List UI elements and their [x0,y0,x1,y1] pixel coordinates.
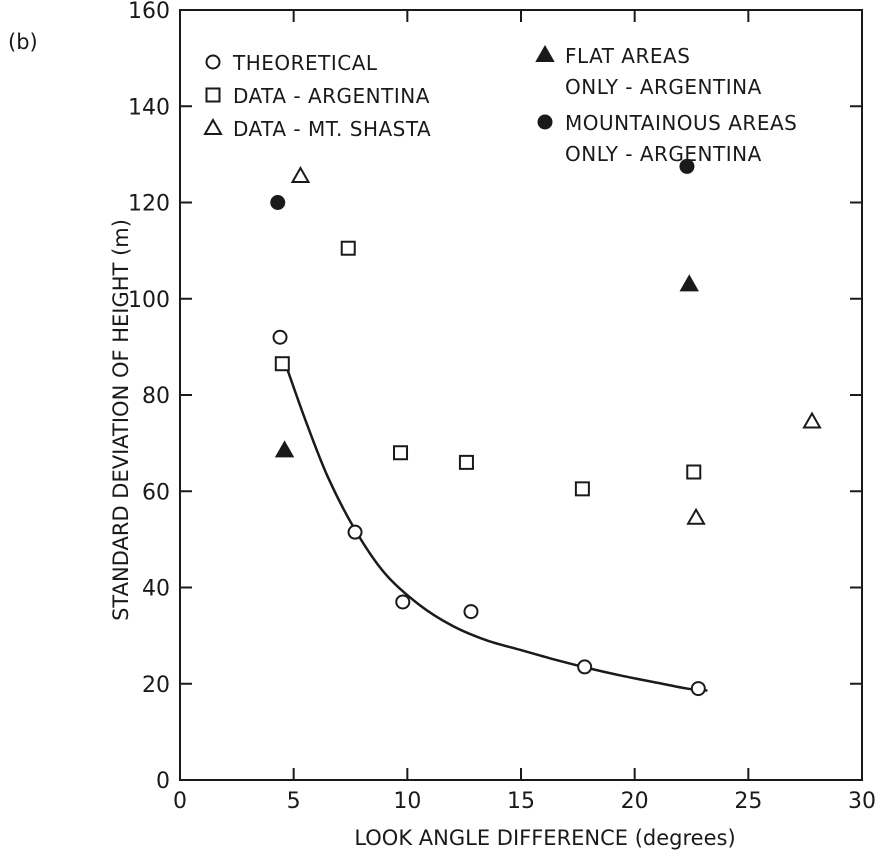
legend-marker [537,114,553,130]
data-point-series-4 [679,274,699,292]
y-tick-label: 20 [142,673,170,698]
y-tick-label: 100 [128,288,170,313]
x-tick-label: 30 [848,789,876,814]
data-point-series-2 [574,481,590,497]
x-tick-label: 0 [173,789,187,814]
data-point-series-1 [395,594,411,610]
data-marks [270,158,822,697]
data-point-series-3 [290,166,311,184]
x-tick-label: 10 [393,789,421,814]
x-tick-label: 20 [621,789,649,814]
theoretical-fit-curve [283,360,708,692]
legend-marker [205,54,221,70]
data-point-series-2 [686,464,702,480]
legend-label: DATA - MT. SHASTA [233,117,431,141]
panel-label: (b) [8,30,38,54]
y-tick-label: 140 [128,95,170,120]
data-point-series-3 [686,507,706,525]
x-tick-label: 5 [287,789,301,814]
legend-marker [205,87,221,103]
curve-layer [283,360,708,692]
y-tick-label: 80 [142,384,170,409]
legend-label: MOUNTAINOUS AREAS [565,111,797,135]
y-tick-label: 40 [142,577,170,602]
y-tick-label: 0 [156,769,170,794]
y-tick-label: 120 [128,192,170,217]
legend-marker [535,44,555,62]
x-tick-label: 15 [507,789,535,814]
data-point-series-2 [340,240,356,256]
legend-label: FLAT AREAS [565,44,690,68]
x-axis: 0 5 10 15 20 25 30 [173,10,876,814]
legend-label: DATA - ARGENTINA [233,84,430,108]
legend: THEORETICAL DATA - ARGENTINA DATA - MT. SH… [203,44,797,166]
data-point-series-1 [347,524,363,540]
data-point-series-5 [679,158,695,174]
data-point-series-1 [272,329,288,345]
legend-label: ONLY - ARGENTINA [565,142,762,166]
x-tick-label: 25 [734,789,762,814]
data-point-series-3 [802,411,822,429]
data-point-series-1 [690,681,706,697]
data-point-series-2 [393,445,409,461]
y-tick-label: 160 [128,0,170,24]
data-point-series-2 [458,454,474,470]
x-axis-label: LOOK ANGLE DIFFERENCE (degrees) [354,826,735,850]
data-point-series-4 [274,440,295,458]
y-axis-label: STANDARD DEVIATION OF HEIGHT (m) [109,219,133,621]
y-axis: 0 20 40 60 80 100 120 140 160 [128,0,862,794]
data-point-series-1 [463,604,479,620]
legend-label: ONLY - ARGENTINA [565,75,762,99]
data-point-series-2 [274,356,290,372]
legend-label: THEORETICAL [232,51,378,75]
data-point-series-1 [577,659,593,675]
legend-marker [203,117,223,135]
y-tick-label: 60 [142,480,170,505]
data-point-series-5 [270,195,286,210]
